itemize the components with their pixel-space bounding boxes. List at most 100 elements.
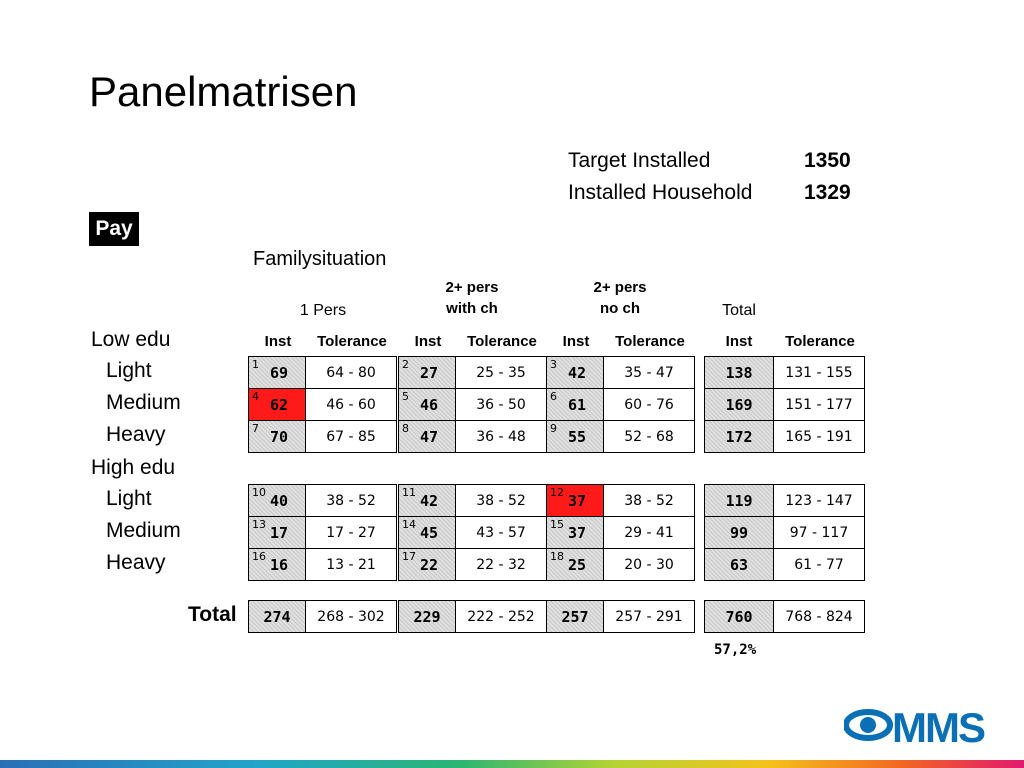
row-label: Medium xyxy=(106,391,181,414)
family-situation-label: Familysituation xyxy=(253,248,387,270)
group-label-2: High edu xyxy=(91,456,176,479)
row-label: Heavy xyxy=(106,423,166,446)
cell-index: 4 xyxy=(252,390,259,403)
column-group-1-line1: 1 Pers xyxy=(299,302,347,319)
total-row-inst-cell: 274 xyxy=(248,600,306,633)
bottom-color-bar xyxy=(0,760,1024,768)
cell-index: 18 xyxy=(550,550,564,563)
subheader-tolerance-1: Tolerance xyxy=(317,333,387,350)
cell-index: 16 xyxy=(252,550,266,563)
total-tolerance-cell: 131 - 155 xyxy=(773,356,865,389)
inst-value: 69 xyxy=(269,363,289,382)
inst-value: 42 xyxy=(567,363,587,382)
cell-index: 1 xyxy=(252,358,259,371)
tolerance-cell: 36 - 48 xyxy=(455,420,547,453)
cell-index: 12 xyxy=(550,486,564,499)
inst-cell: 18 25 xyxy=(546,548,604,581)
inst-value: 40 xyxy=(269,491,289,510)
tolerance-cell: 20 - 30 xyxy=(603,548,695,581)
column-group-3-line1: 2+ pers xyxy=(593,279,647,296)
tolerance-cell: 43 - 57 xyxy=(455,516,547,549)
inst-cell: 11 42 xyxy=(398,484,456,517)
tolerance-cell: 17 - 27 xyxy=(305,516,397,549)
total-tolerance-cell: 165 - 191 xyxy=(773,420,865,453)
tolerance-cell: 67 - 85 xyxy=(305,420,397,453)
installed-household-label: Installed Household xyxy=(568,181,753,204)
inst-value: 46 xyxy=(419,395,439,414)
grand-total-tolerance-cell: 768 - 824 xyxy=(773,600,865,633)
cell-index: 14 xyxy=(402,518,416,531)
subheader-tolerance-2: Tolerance xyxy=(467,333,537,350)
cell-index: 3 xyxy=(550,358,557,371)
total-tolerance-cell: 151 - 177 xyxy=(773,388,865,421)
pay-badge: Pay xyxy=(89,212,139,246)
total-inst-cell: 138 xyxy=(704,356,774,389)
grand-total-inst-cell: 760 xyxy=(704,600,774,633)
tolerance-cell: 38 - 52 xyxy=(455,484,547,517)
inst-value: 62 xyxy=(269,395,289,414)
inst-value: 55 xyxy=(567,427,587,446)
inst-cell: 1 69 xyxy=(248,356,306,389)
tolerance-cell: 38 - 52 xyxy=(603,484,695,517)
column-group-2-line2: with ch xyxy=(446,300,498,317)
total-tolerance-cell: 97 - 117 xyxy=(773,516,865,549)
total-row-inst-cell: 257 xyxy=(546,600,604,633)
total-inst-cell: 99 xyxy=(704,516,774,549)
row-label: Heavy xyxy=(106,551,166,574)
cell-index: 9 xyxy=(550,422,557,435)
inst-cell: 5 46 xyxy=(398,388,456,421)
mms-logo: MMS xyxy=(844,704,987,747)
tolerance-cell: 60 - 76 xyxy=(603,388,695,421)
inst-value: 37 xyxy=(567,523,587,542)
inst-cell: 14 45 xyxy=(398,516,456,549)
tolerance-cell: 64 - 80 xyxy=(305,356,397,389)
target-installed-value: 1350 xyxy=(804,149,851,172)
row-label: Medium xyxy=(106,519,181,542)
tolerance-cell: 46 - 60 xyxy=(305,388,397,421)
inst-cell: 9 55 xyxy=(546,420,604,453)
total-tolerance-cell: 61 - 77 xyxy=(773,548,865,581)
inst-cell: 12 37 xyxy=(546,484,604,517)
inst-value: 17 xyxy=(269,523,289,542)
inst-value: 27 xyxy=(419,363,439,382)
inst-value: 22 xyxy=(419,555,439,574)
subheader-tolerance-4: Tolerance xyxy=(785,333,855,350)
total-inst-cell: 172 xyxy=(704,420,774,453)
total-row-inst-cell: 229 xyxy=(398,600,456,633)
total-inst-cell: 119 xyxy=(704,484,774,517)
tolerance-cell: 22 - 32 xyxy=(455,548,547,581)
column-group-3-line2: no ch xyxy=(600,300,640,317)
inst-cell: 8 47 xyxy=(398,420,456,453)
inst-cell: 2 27 xyxy=(398,356,456,389)
inst-cell: 13 17 xyxy=(248,516,306,549)
cell-index: 7 xyxy=(252,422,259,435)
inst-cell: 4 62 xyxy=(248,388,306,421)
row-label: Light xyxy=(106,487,152,510)
cell-index: 5 xyxy=(402,390,409,403)
inst-value: 37 xyxy=(567,491,587,510)
cell-index: 17 xyxy=(402,550,416,563)
inst-cell: 7 70 xyxy=(248,420,306,453)
inst-cell: 6 61 xyxy=(546,388,604,421)
tolerance-cell: 25 - 35 xyxy=(455,356,547,389)
percent-value: 57,2% xyxy=(714,642,757,658)
total-inst-cell: 169 xyxy=(704,388,774,421)
tolerance-cell: 35 - 47 xyxy=(603,356,695,389)
total-inst-cell: 63 xyxy=(704,548,774,581)
cell-index: 2 xyxy=(402,358,409,371)
tolerance-cell: 38 - 52 xyxy=(305,484,397,517)
total-row-label: Total xyxy=(188,603,237,626)
inst-value: 42 xyxy=(419,491,439,510)
subheader-inst-2: Inst xyxy=(414,333,442,350)
inst-cell: 15 37 xyxy=(546,516,604,549)
total-tolerance-cell: 123 - 147 xyxy=(773,484,865,517)
logo-text: MMS xyxy=(892,704,985,747)
cell-index: 10 xyxy=(252,486,266,499)
inst-value: 45 xyxy=(419,523,439,542)
cell-index: 15 xyxy=(550,518,564,531)
inst-value: 16 xyxy=(269,555,289,574)
total-row-tolerance-cell: 222 - 252 xyxy=(455,600,547,633)
eye-icon xyxy=(844,709,893,741)
group-label-1: Low edu xyxy=(91,328,171,351)
row-label: Light xyxy=(106,359,152,382)
